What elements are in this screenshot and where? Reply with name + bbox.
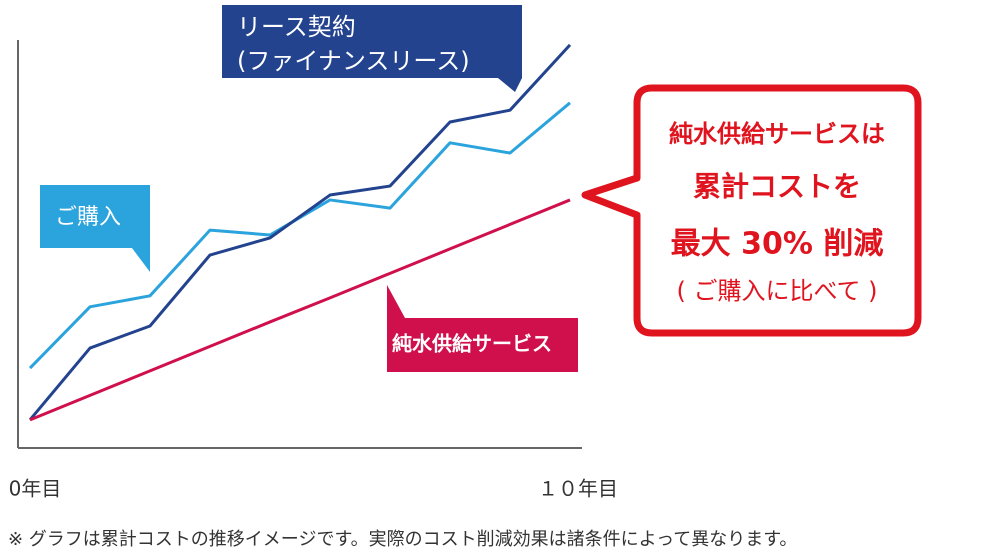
service-callout <box>387 285 578 372</box>
callout-line: 累計コストを <box>693 170 861 203</box>
purchase-callout <box>40 185 150 272</box>
footnote: ※ グラフは累計コストの推移イメージです。実際のコスト削減効果は諸条件によって異… <box>8 529 797 550</box>
series-line <box>29 198 571 422</box>
callout-line: ( ご購入に比べて ) <box>676 277 877 305</box>
callout-line: 純水供給サービスは <box>669 120 885 148</box>
x-tick-label: １０年目 <box>538 477 618 501</box>
callout-line: 最大 30% 削減 <box>671 227 884 262</box>
highlight-callout <box>581 84 922 337</box>
series-label: リース契約(ファイナンスリース) <box>237 13 470 75</box>
series-label: ご購入 <box>55 205 121 230</box>
series-line <box>28 43 572 421</box>
series-label: 純水供給サービス <box>392 332 552 356</box>
x-tick-label: 0年目 <box>9 477 62 501</box>
lease-callout <box>222 5 522 92</box>
